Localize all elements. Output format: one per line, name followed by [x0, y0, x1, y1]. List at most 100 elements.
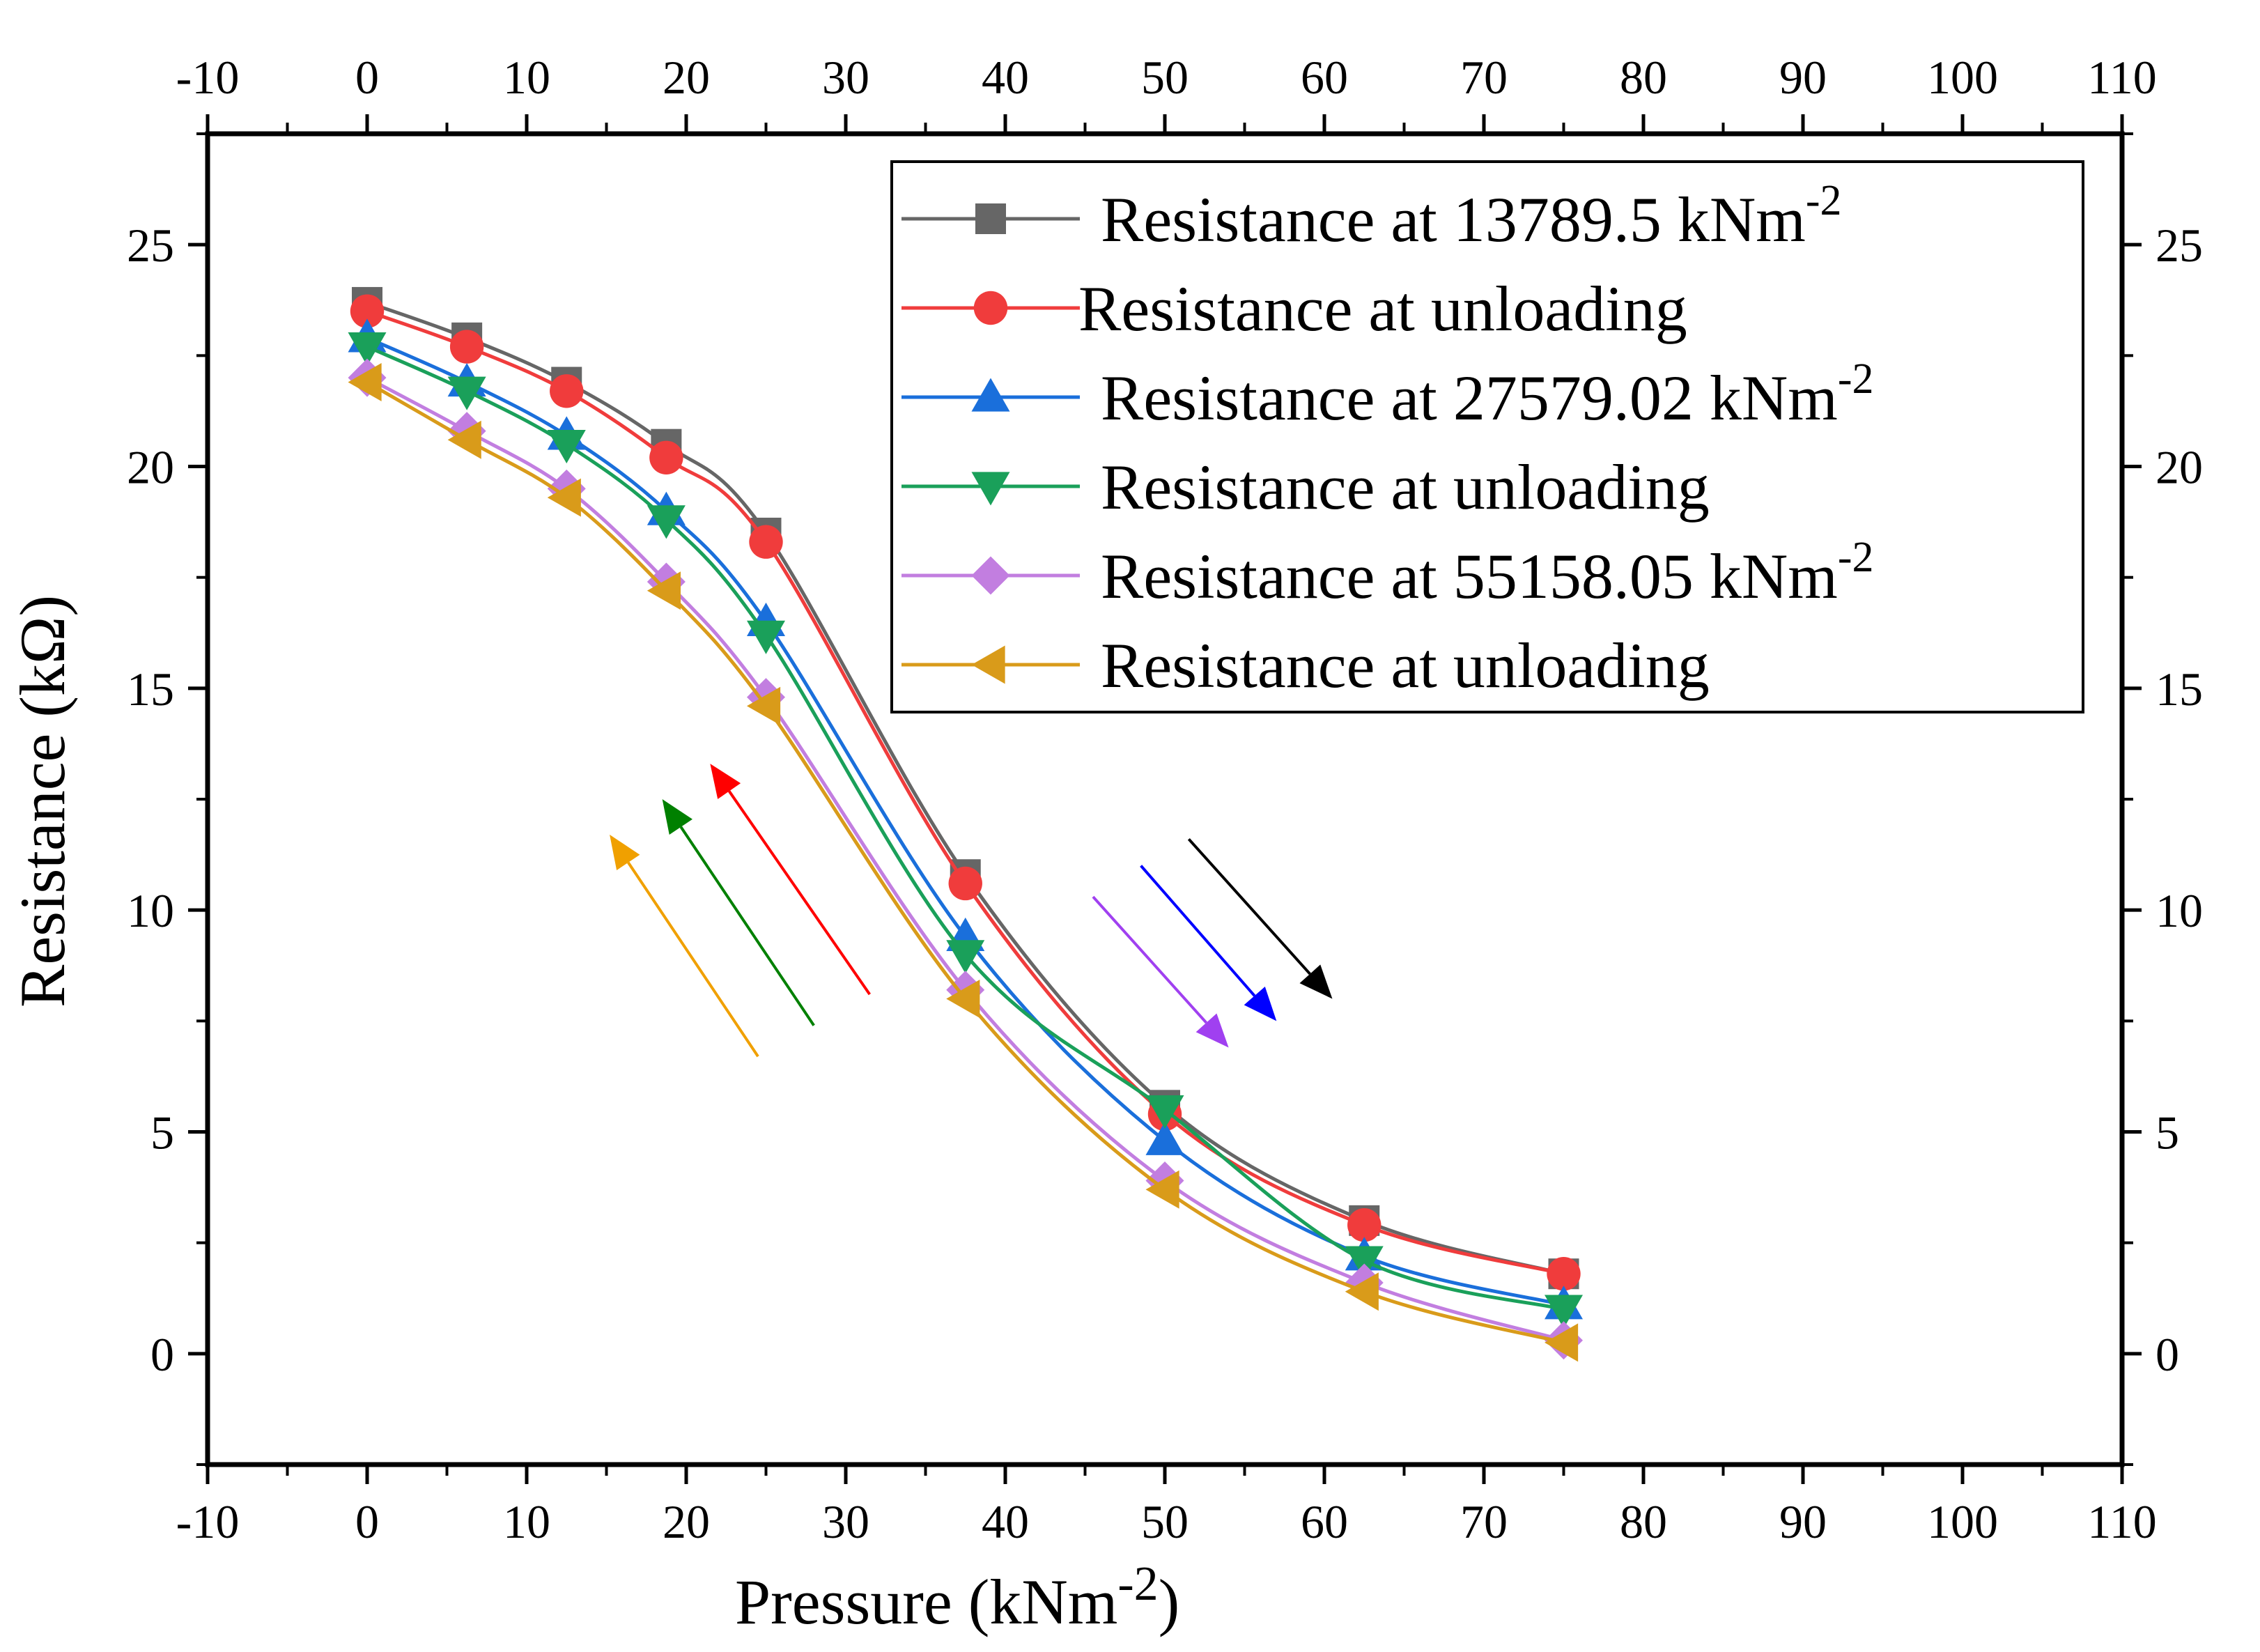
x-tick-label-bottom: 20 — [663, 1495, 710, 1548]
x-tick-label-top: 90 — [1779, 51, 1827, 104]
y-tick-label-right: 25 — [2155, 219, 2203, 272]
legend-label-text: Resistance at unloading — [1101, 630, 1710, 701]
legend-label: Resistance at unloading — [1101, 451, 1710, 523]
legend-entry-4: Resistance at unloading — [901, 451, 1710, 523]
legend-label-superscript: -2 — [1838, 355, 1874, 403]
y-tick-label-right: 20 — [2155, 441, 2203, 494]
x-tick-label-top: 80 — [1620, 51, 1667, 104]
data-point — [948, 866, 982, 901]
series-line — [366, 345, 1565, 1311]
data-point — [1547, 1257, 1581, 1291]
x-tick-label-bottom: 90 — [1779, 1495, 1827, 1548]
legend-label-text: Resistance at 13789.5 kNm — [1101, 184, 1806, 255]
x-tick-label-top: 70 — [1460, 51, 1508, 104]
x-axis-title-end: ) — [1159, 1566, 1180, 1637]
arrow-shaft — [1140, 865, 1256, 997]
legend-entry-1: Resistance at 13789.5 kNm-2 — [901, 177, 1841, 255]
legend-entry-6: Resistance at unloading — [901, 630, 1710, 701]
data-point — [649, 440, 683, 474]
x-tick-label-bottom: 80 — [1620, 1495, 1667, 1548]
data-point — [547, 478, 581, 517]
data-point — [1345, 1246, 1384, 1280]
y-tick-label-left: 25 — [127, 219, 174, 272]
data-point — [550, 374, 584, 408]
x-tick-label-bottom: -10 — [176, 1495, 240, 1548]
x-tick-label-bottom: 110 — [2087, 1495, 2156, 1548]
legend-marker — [975, 203, 1006, 234]
x-tick-label-bottom: 70 — [1460, 1495, 1508, 1548]
legend-marker — [971, 645, 1005, 684]
x-tick-label-bottom: 10 — [503, 1495, 550, 1548]
arrow-head — [610, 834, 640, 870]
x-tick-label-top: 20 — [663, 51, 710, 104]
legend-label: Resistance at unloading — [1078, 273, 1687, 344]
data-point — [1145, 1095, 1184, 1129]
series-line — [366, 336, 1565, 1307]
data-series — [348, 286, 1583, 1362]
series-line — [366, 300, 1565, 1276]
loading-arrow — [1187, 837, 1333, 999]
data-point — [946, 940, 985, 974]
axis-tick-labels: -10-100010102020303040405050606070708080… — [127, 51, 2203, 1548]
x-tick-label-top: 0 — [355, 51, 379, 104]
data-point — [647, 571, 681, 610]
x-tick-label-top: 50 — [1141, 51, 1189, 104]
legend-label-superscript: -2 — [1806, 177, 1842, 224]
y-tick-label-left: 5 — [150, 1106, 174, 1159]
data-point — [1545, 1295, 1583, 1329]
series-line — [366, 380, 1565, 1345]
y-tick-label-left: 10 — [127, 884, 174, 937]
legend-label-text: Resistance at 55158.05 kNm — [1101, 541, 1838, 612]
x-tick-label-bottom: 50 — [1141, 1495, 1189, 1548]
x-tick-label-bottom: 40 — [982, 1495, 1029, 1548]
x-axis-title: Pressure (kNm-2) — [735, 1557, 1179, 1637]
y-tick-label-right: 15 — [2155, 663, 2203, 716]
data-point — [749, 525, 783, 559]
loading-arrow — [1092, 895, 1229, 1048]
arrow-shaft — [627, 861, 759, 1058]
data-point — [946, 980, 980, 1018]
x-tick-label-top: 110 — [2087, 51, 2156, 104]
legend-label-text: Resistance at 27579.02 kNm — [1101, 362, 1838, 433]
x-tick-label-bottom: 0 — [355, 1495, 379, 1548]
data-point — [447, 376, 486, 410]
x-tick-label-top: -10 — [176, 51, 240, 104]
data-point — [348, 332, 387, 366]
legend-label: Resistance at 27579.02 kNm-2 — [1101, 355, 1873, 433]
arrow-shaft — [728, 790, 871, 996]
data-point — [449, 330, 484, 364]
data-point — [1347, 1208, 1381, 1242]
data-point — [747, 686, 781, 725]
data-point — [747, 620, 785, 654]
data-point — [350, 294, 385, 328]
direction-arrows — [610, 764, 1333, 1058]
legend-marker — [971, 556, 1010, 595]
series-4 — [348, 332, 1583, 1329]
x-axis-title-superscript: -2 — [1117, 1557, 1158, 1611]
arrow-head — [1195, 1013, 1229, 1048]
unloading-arrow — [710, 764, 871, 996]
series-line — [366, 376, 1565, 1343]
y-tick-label-right: 10 — [2155, 884, 2203, 937]
arrow-shaft — [1092, 895, 1207, 1024]
y-tick-label-left: 20 — [127, 441, 174, 494]
legend-label-text: Resistance at unloading — [1078, 273, 1687, 344]
x-tick-label-top: 100 — [1927, 51, 1998, 104]
x-tick-label-bottom: 100 — [1927, 1495, 1998, 1548]
arrow-shaft — [679, 826, 815, 1026]
legend-label-superscript: -2 — [1838, 534, 1874, 581]
x-tick-label-top: 10 — [503, 51, 550, 104]
legend-label-text: Resistance at unloading — [1101, 451, 1710, 523]
axis-ticks — [188, 114, 2142, 1484]
arrow-head — [662, 799, 692, 835]
legend-entry-5: Resistance at 55158.05 kNm-2 — [901, 534, 1873, 612]
legend-label: Resistance at unloading — [1101, 630, 1710, 701]
legend-entry-2: Resistance at unloading — [901, 273, 1687, 344]
arrow-head — [1299, 964, 1333, 999]
arrow-shaft — [1187, 837, 1311, 975]
legend-box — [890, 160, 2084, 713]
data-point — [1545, 1323, 1579, 1362]
legend-label: Resistance at 55158.05 kNm-2 — [1101, 534, 1873, 612]
data-point — [447, 420, 481, 459]
